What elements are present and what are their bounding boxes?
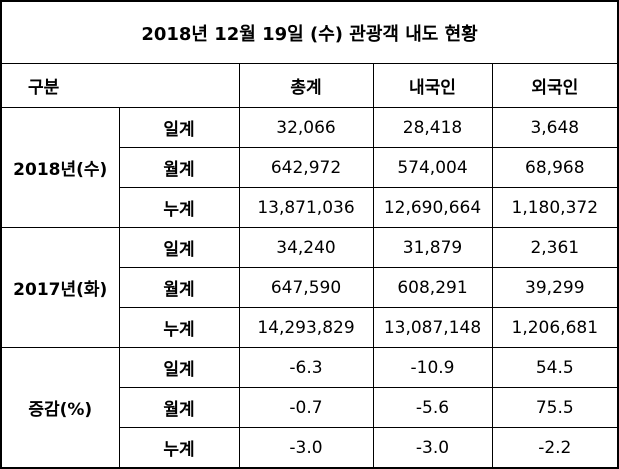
value-cell: 1,180,372 (491, 187, 619, 228)
value-cell: -10.9 (372, 347, 493, 388)
group-label: 2018년(수) (0, 107, 120, 228)
value-cell: 3,648 (491, 107, 619, 148)
value-cell: 28,418 (372, 107, 493, 148)
value-cell: 1,206,681 (491, 307, 619, 348)
value-cell: 31,879 (372, 227, 493, 268)
table-title: 2018년 12월 19일 (수) 관광객 내도 현황 (0, 0, 619, 64)
row-label: 일계 (118, 347, 240, 388)
value-cell: 647,590 (238, 267, 374, 308)
header-cell: 구분 (0, 63, 240, 108)
group-label: 증감(%) (0, 347, 120, 469)
value-cell: -3.0 (238, 427, 374, 469)
row-label: 월계 (118, 267, 240, 308)
value-cell: 13,087,148 (372, 307, 493, 348)
value-cell: 14,293,829 (238, 307, 374, 348)
header-cell: 총계 (238, 63, 374, 108)
value-cell: 39,299 (491, 267, 619, 308)
value-cell: -0.7 (238, 387, 374, 428)
header-cell: 외국인 (491, 63, 619, 108)
value-cell: 2,361 (491, 227, 619, 268)
value-cell: 642,972 (238, 147, 374, 188)
header-cell: 내국인 (372, 63, 493, 108)
value-cell: -5.6 (372, 387, 493, 428)
value-cell: 32,066 (238, 107, 374, 148)
row-label: 월계 (118, 387, 240, 428)
row-label: 누계 (118, 187, 240, 228)
row-label: 일계 (118, 107, 240, 148)
value-cell: 608,291 (372, 267, 493, 308)
value-cell: 12,690,664 (372, 187, 493, 228)
value-cell: -6.3 (238, 347, 374, 388)
value-cell: -2.2 (491, 427, 619, 469)
value-cell: 34,240 (238, 227, 374, 268)
row-label: 누계 (118, 307, 240, 348)
row-label: 일계 (118, 227, 240, 268)
value-cell: 54.5 (491, 347, 619, 388)
row-label: 누계 (118, 427, 240, 469)
value-cell: 574,004 (372, 147, 493, 188)
value-cell: -3.0 (372, 427, 493, 469)
value-cell: 68,968 (491, 147, 619, 188)
value-cell: 75.5 (491, 387, 619, 428)
group-label: 2017년(화) (0, 227, 120, 348)
row-label: 월계 (118, 147, 240, 188)
value-cell: 13,871,036 (238, 187, 374, 228)
